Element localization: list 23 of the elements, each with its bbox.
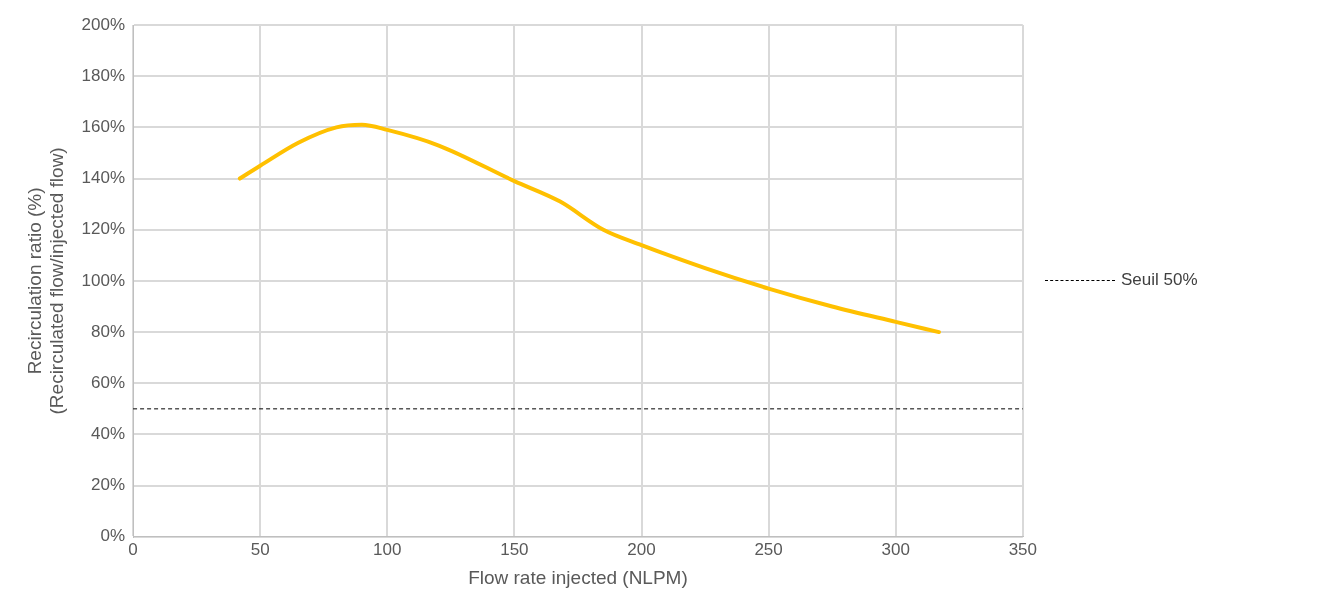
y-tick-label: 60%	[91, 372, 126, 392]
y-tick-label: 0%	[100, 526, 126, 546]
y-tick-label: 120%	[81, 219, 126, 239]
x-tick-label: 100	[373, 539, 402, 559]
y-tick-label: 80%	[91, 321, 126, 341]
y-tick-label: 160%	[81, 117, 126, 137]
x-tick-label: 300	[881, 539, 910, 559]
x-tick-label: 200	[627, 539, 656, 559]
y-tick-label: 200%	[81, 14, 126, 34]
legend-label: Seuil 50%	[1121, 270, 1198, 290]
y-tick-label: 100%	[81, 270, 126, 290]
y-tick-label: 20%	[91, 475, 126, 495]
y-tick-label: 180%	[81, 65, 126, 85]
x-tick-label: 150	[500, 539, 529, 559]
y-tick-label: 140%	[81, 168, 126, 188]
x-tick-label: 350	[1008, 539, 1038, 559]
y-tick-label: 40%	[91, 424, 126, 444]
x-tick-label: 250	[754, 539, 783, 559]
x-tick-label: 0	[128, 539, 138, 559]
line-series	[237, 122, 941, 335]
x-axis-title: Flow rate injected (NLPM)	[468, 566, 688, 588]
x-tick-label: 50	[250, 539, 270, 559]
y-axis-title: Recirculation ratio (%) (Recirculated flow/injected flow)	[23, 147, 68, 415]
